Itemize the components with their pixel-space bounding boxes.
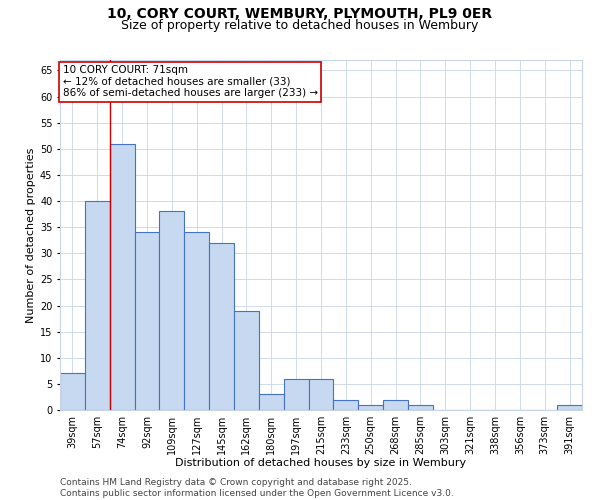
Text: 10 CORY COURT: 71sqm
← 12% of detached houses are smaller (33)
86% of semi-detac: 10 CORY COURT: 71sqm ← 12% of detached h… bbox=[62, 66, 318, 98]
Bar bbox=[408, 405, 433, 410]
Text: 10, CORY COURT, WEMBURY, PLYMOUTH, PL9 0ER: 10, CORY COURT, WEMBURY, PLYMOUTH, PL9 0… bbox=[107, 8, 493, 22]
Bar bbox=[85, 201, 110, 410]
Bar bbox=[60, 374, 85, 410]
Bar bbox=[383, 400, 408, 410]
Bar bbox=[358, 405, 383, 410]
Bar bbox=[110, 144, 134, 410]
Bar bbox=[259, 394, 284, 410]
Bar bbox=[234, 310, 259, 410]
Bar bbox=[184, 232, 209, 410]
Bar bbox=[284, 378, 308, 410]
Bar bbox=[209, 243, 234, 410]
Text: Size of property relative to detached houses in Wembury: Size of property relative to detached ho… bbox=[121, 18, 479, 32]
Y-axis label: Number of detached properties: Number of detached properties bbox=[26, 148, 35, 322]
Bar bbox=[557, 405, 582, 410]
X-axis label: Distribution of detached houses by size in Wembury: Distribution of detached houses by size … bbox=[175, 458, 467, 468]
Bar bbox=[308, 378, 334, 410]
Bar bbox=[134, 232, 160, 410]
Text: Contains HM Land Registry data © Crown copyright and database right 2025.
Contai: Contains HM Land Registry data © Crown c… bbox=[60, 478, 454, 498]
Bar bbox=[160, 212, 184, 410]
Bar bbox=[334, 400, 358, 410]
